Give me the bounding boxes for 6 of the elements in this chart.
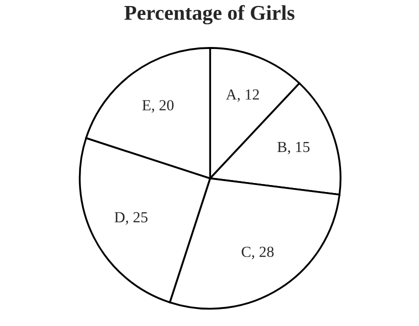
slice-label: C, 28 — [242, 246, 274, 260]
slice-label: B, 15 — [277, 142, 310, 154]
chart-title: Percentage of Girls — [124, 5, 294, 24]
slice-label: A, 12 — [226, 89, 259, 102]
slice-label: E, 20 — [142, 100, 174, 113]
slice-label: D, 25 — [114, 212, 148, 225]
